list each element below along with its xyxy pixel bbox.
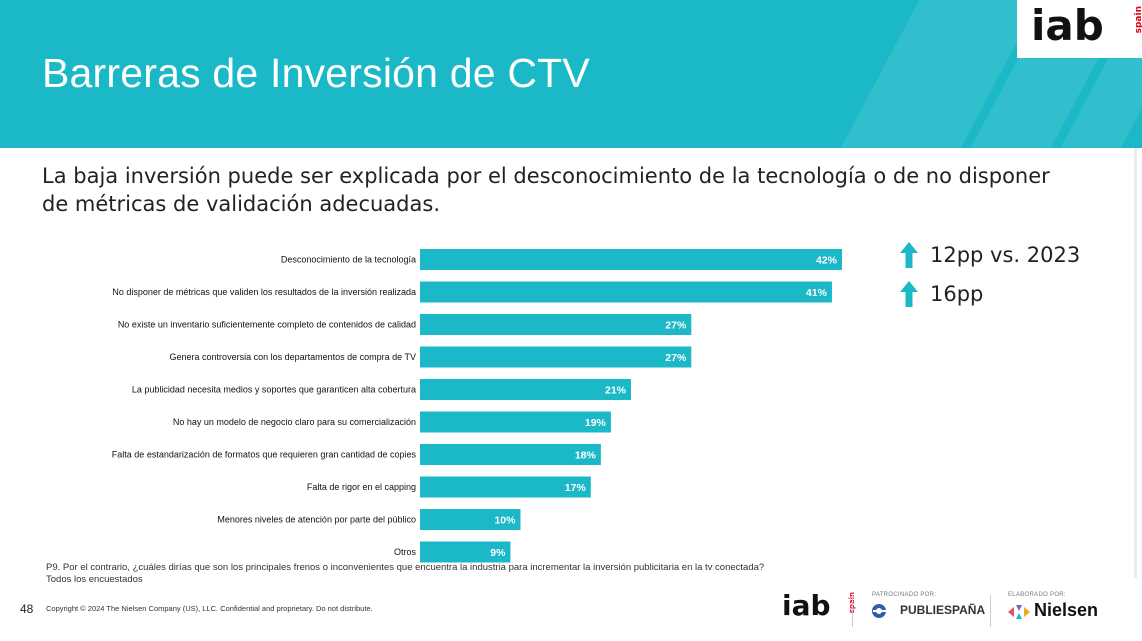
bar-value-label: 18% [575,450,597,462]
bar-value-label: 27% [665,352,687,364]
footnote-base: Todos los encuestados [46,574,143,585]
bar [420,379,631,400]
category-label: No disponer de métricas que validen los … [112,287,416,297]
prepared-caption: ELABORADO POR: [1008,592,1066,598]
bar-value-label: 9% [490,547,506,559]
bar-value-label: 17% [565,482,587,494]
bar [420,281,832,303]
arrow-up-icon [900,281,918,307]
bar-chart: Desconocimiento de la tecnología 42% No di… [112,249,842,563]
category-label: No hay un modelo de negocio claro para s… [173,417,416,427]
footer-divider [990,595,991,627]
bar [420,509,521,530]
sponsored-caption: PATROCINADO POR: [872,592,937,598]
category-label: Genera controversia con los departamento… [170,352,416,362]
annotation-2-text: 16pp [930,282,984,306]
header-banner: Barreras de Inversión de CTV iab spain [0,0,1142,148]
category-label: Falta de estandarización de formatos que… [112,450,417,460]
nielsen-logo-icon [1008,605,1030,619]
bar [420,249,842,270]
bar [420,541,511,563]
iab-logo-sub: spain [1134,6,1142,34]
category-label: Desconocimiento de la tecnología [281,255,416,265]
footer-iab-logo-text: iab [782,589,831,622]
footnote-question: P9. Por el contrario, ¿cuáles dirías que… [46,562,765,573]
bar [420,476,591,498]
category-label: La publicidad necesita medios y soportes… [132,385,416,395]
iab-logo-text: iab [1031,1,1104,50]
bar [420,346,692,368]
iab-logo: iab spain [1017,0,1142,58]
category-label: Falta de rigor en el capping [307,482,416,492]
page-title: Barreras de Inversión de CTV [42,50,590,96]
bar [420,411,611,433]
bar-value-label: 19% [585,417,607,429]
publiespana-logo-icon [872,604,895,618]
annotation-1: 12pp vs. 2023 [900,242,1080,268]
annotation-2: 16pp [900,281,983,307]
bar-value-label: 42% [816,255,838,267]
copyright-text: Copyright © 2024 The Nielsen Company (US… [46,604,373,613]
page-subtitle: La baja inversión puede ser explicada po… [42,164,1050,216]
bar-value-label: 27% [665,320,687,332]
prepared-by-name: Nielsen [1034,600,1099,620]
annotation-1-text: 12pp vs. 2023 [930,243,1081,267]
bar-value-label: 41% [806,287,828,299]
footer-iab-logo: iab spain [782,589,856,622]
category-label: Otros [394,547,417,557]
footnote: P9. Por el contrario, ¿cuáles dirías que… [46,562,764,586]
category-label: No existe un inventario suficientemente … [118,320,416,330]
page-number: 48 [20,602,34,616]
bar [420,314,692,335]
arrow-up-icon [900,242,918,268]
bar [420,444,601,465]
footer-divider [852,595,853,627]
page-edge [1134,148,1137,578]
category-label: Menores niveles de atención por parte de… [217,515,416,525]
sponsor-name: PUBLIESPAÑA [900,603,986,617]
bar-value-label: 10% [494,515,516,527]
bar-value-label: 21% [605,385,627,397]
